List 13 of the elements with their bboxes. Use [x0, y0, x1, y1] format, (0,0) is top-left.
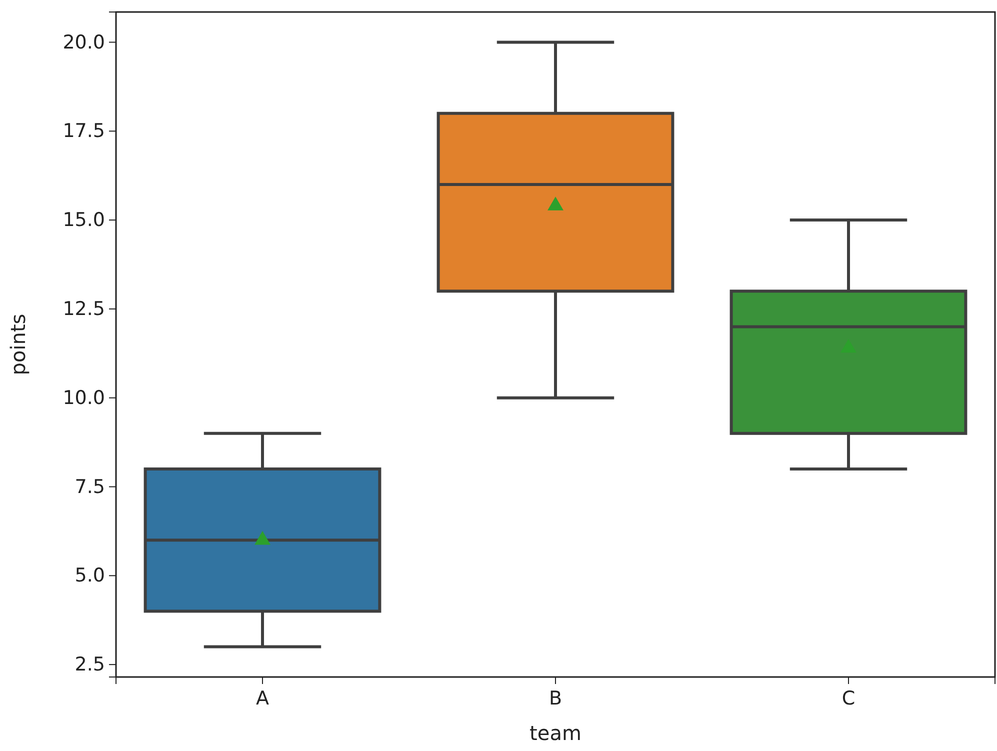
y-tick-label: 12.5: [62, 298, 105, 320]
x-tick-label: A: [256, 687, 269, 710]
x-axis-title: team: [530, 721, 582, 745]
y-tick-label: 7.5: [74, 476, 105, 498]
x-tick-label: B: [548, 687, 562, 710]
y-tick-label: 10.0: [62, 386, 105, 409]
y-tick-label: 20.0: [62, 31, 105, 54]
y-axis-title: points: [6, 314, 30, 376]
x-tick-label: C: [842, 687, 856, 710]
y-tick-label: 15.0: [62, 209, 105, 232]
y-tick-label: 2.5: [74, 654, 105, 676]
y-tick-label: 5.0: [74, 564, 105, 587]
y-tick-label: 17.5: [62, 120, 105, 142]
